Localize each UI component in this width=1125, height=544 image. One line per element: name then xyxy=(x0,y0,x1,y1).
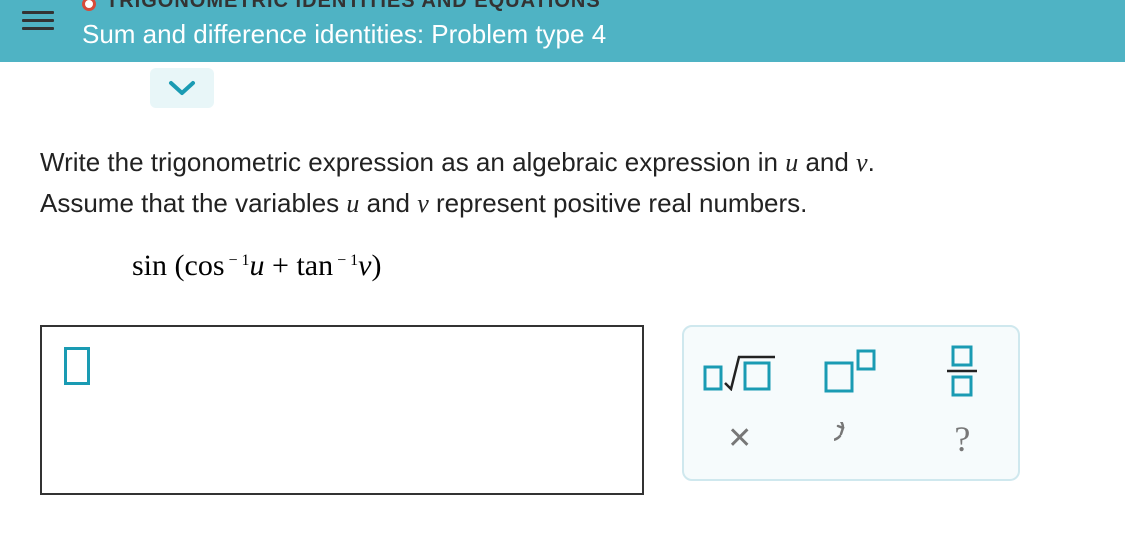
prompt-line-2: Assume that the variables u and v repres… xyxy=(40,183,1095,224)
text: Assume that the variables xyxy=(40,188,346,218)
variable-v: v xyxy=(358,249,371,282)
tool-fraction-button[interactable] xyxy=(912,341,1012,401)
paren-open: ( xyxy=(167,249,185,282)
chevron-down-icon xyxy=(168,79,196,97)
tool-help-button[interactable]: ? xyxy=(912,409,1012,469)
answer-input[interactable] xyxy=(40,325,644,495)
text: and xyxy=(359,188,417,218)
fn-tan: tan xyxy=(296,249,333,282)
progress-dot-icon xyxy=(82,0,96,11)
top-bar: TRIGONOMETRIC IDENTITIES AND EQUATIONS S… xyxy=(0,0,1125,62)
breadcrumb: TRIGONOMETRIC IDENTITIES AND EQUATIONS xyxy=(106,0,601,13)
fraction-icon xyxy=(945,345,979,397)
prompt-line-1: Write the trigonometric expression as an… xyxy=(40,142,1095,183)
expand-button[interactable] xyxy=(150,68,214,108)
math-toolbox: ✕ ? xyxy=(682,325,1020,481)
variable-u: u xyxy=(785,148,798,177)
text: Write the trigonometric expression as an… xyxy=(40,147,785,177)
variable-v: v xyxy=(856,148,868,177)
variable-u: u xyxy=(250,249,265,282)
input-cursor-icon xyxy=(64,347,90,385)
inverse-exp: − 1 xyxy=(333,252,358,269)
problem-content: Write the trigonometric expression as an… xyxy=(0,108,1125,525)
tool-undo-button[interactable] xyxy=(801,409,901,469)
text: and xyxy=(798,147,856,177)
expression: sin (cos − 1u + tan − 1v) xyxy=(132,249,1095,283)
undo-icon xyxy=(834,422,868,456)
tool-clear-button[interactable]: ✕ xyxy=(690,409,790,469)
tool-sqrt-button[interactable] xyxy=(690,341,790,401)
fn-sin: sin xyxy=(132,249,167,282)
menu-icon[interactable] xyxy=(22,4,54,36)
inverse-exp: − 1 xyxy=(225,252,250,269)
paren-close: ) xyxy=(371,249,381,282)
variable-u: u xyxy=(346,189,359,218)
sqrt-icon xyxy=(703,351,777,391)
plus: + xyxy=(265,249,297,282)
variable-v: v xyxy=(417,189,429,218)
tool-exponent-button[interactable] xyxy=(801,341,901,401)
fn-cos: cos xyxy=(185,249,225,282)
text: represent positive real numbers. xyxy=(429,188,808,218)
title-block: TRIGONOMETRIC IDENTITIES AND EQUATIONS S… xyxy=(82,0,1125,50)
close-icon: ✕ xyxy=(727,421,752,456)
exponent-icon xyxy=(822,349,880,393)
text: . xyxy=(868,147,875,177)
page-title: Sum and difference identities: Problem t… xyxy=(82,19,1125,50)
question-icon: ? xyxy=(954,418,970,460)
